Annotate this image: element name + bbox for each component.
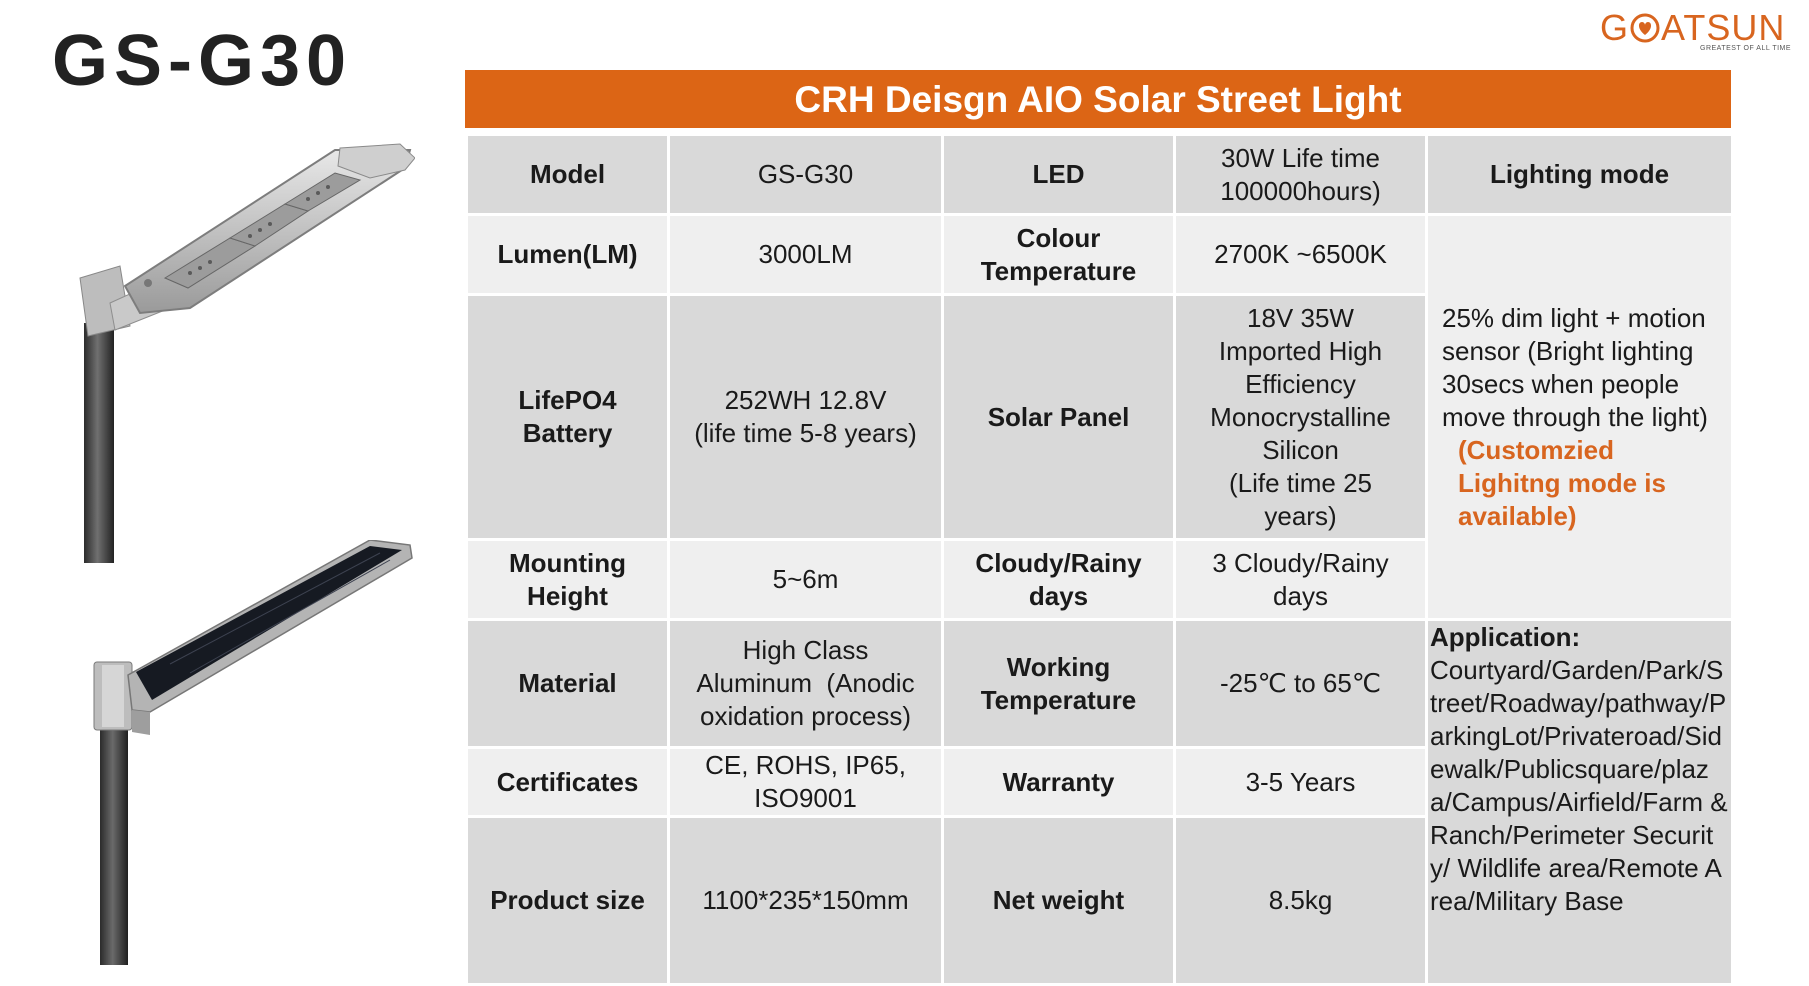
certificates-label: Certificates [465, 746, 670, 818]
led-value: 30W Life time 100000hours) [1173, 133, 1428, 216]
application-label: Application: [1430, 622, 1581, 652]
custom-lighting-note: (Customzied Lighitng mode is available) [1458, 434, 1666, 531]
colour-temperature-label: Colour Temperature [941, 213, 1176, 296]
street-light-image-bottom [93, 540, 413, 965]
logo-tagline: GREATEST OF ALL TIME [1700, 45, 1792, 52]
table-row: Certificates CE, ROHS, IP65, ISO9001 Warr… [465, 746, 1733, 818]
street-light-image-top [79, 143, 415, 563]
net-weight-value: 8.5kg [1173, 815, 1428, 986]
lighting-mode-description: 25% dim light + motion sensor (Bright li… [1425, 213, 1734, 621]
application-text: Courtyard/Garden/Park/Street/Roadway/pat… [1430, 655, 1728, 916]
table-row: Material High Class Aluminum (Anodic oxida… [465, 618, 1734, 986]
led-label: LED [941, 133, 1176, 216]
application-list: Application: Courtyard/Garden/Park/Stree… [1425, 618, 1734, 986]
cloudy-days-value: 3 Cloudy/Rainy days [1173, 538, 1428, 621]
certificates-value: CE, ROHS, IP65, ISO9001 [667, 746, 944, 818]
lumen-value: 3000LM [667, 213, 944, 296]
working-temperature-value: -25℃ to 65℃ [1173, 618, 1428, 749]
page-title: GS-G30 [52, 21, 353, 101]
lumen-label: Lumen(LM) [465, 213, 670, 296]
table-row: Model GS-G30 LED 30W Life time 100000hour… [465, 133, 1734, 216]
material-value: High Class Aluminum (Anodic oxidation proc… [667, 618, 944, 749]
table-row: Product size 1100*235*150mm Net weight 8… [465, 815, 1733, 986]
mounting-height-value: 5~6m [667, 538, 944, 621]
table-row: Mounting Height 5~6m Cloudy/Rainy days 3 C… [465, 538, 1733, 621]
table-row: LifePO4 Battery 252WH 12.8V (life time 5-8… [465, 293, 1733, 541]
model-label: Model [465, 133, 670, 216]
heart-icon [1630, 13, 1660, 43]
mounting-height-label: Mounting Height [465, 538, 670, 621]
cloudy-days-label: Cloudy/Rainy days [941, 538, 1176, 621]
product-size-label: Product size [465, 815, 670, 986]
product-size-value: 1100*235*150mm [667, 815, 944, 986]
brand-logo: G ATSUN GREATEST OF ALL TIME [1600, 7, 1792, 58]
warranty-label: Warranty [941, 746, 1176, 818]
spec-table: Model GS-G30 LED 30W Life time 100000hour… [465, 133, 1734, 986]
battery-value: 252WH 12.8V (life time 5-8 years) [667, 293, 944, 541]
working-temperature-label: Working Temperature [941, 618, 1176, 749]
battery-label: LifePO4 Battery [465, 293, 670, 541]
net-weight-label: Net weight [941, 815, 1176, 986]
colour-temperature-value: 2700K ~6500K [1173, 213, 1428, 296]
table-row: Lumen(LM) 3000LM Colour Temperature 2700K… [465, 213, 1734, 621]
lighting-mode-text: 25% dim light + motion sensor (Bright li… [1442, 302, 1708, 432]
lighting-mode-label: Lighting mode [1425, 133, 1734, 216]
solar-panel-label: Solar Panel [941, 293, 1176, 541]
material-label: Material [465, 618, 670, 749]
logo-text-start: G [1600, 7, 1630, 48]
warranty-value: 3-5 Years [1173, 746, 1428, 818]
product-banner: CRH Deisgn AIO Solar Street Light [465, 70, 1731, 128]
solar-panel-value: 18V 35W Imported High Efficiency Monocry… [1173, 293, 1428, 541]
logo-text-end: ATSUN [1661, 7, 1786, 48]
model-value: GS-G30 [667, 133, 944, 216]
